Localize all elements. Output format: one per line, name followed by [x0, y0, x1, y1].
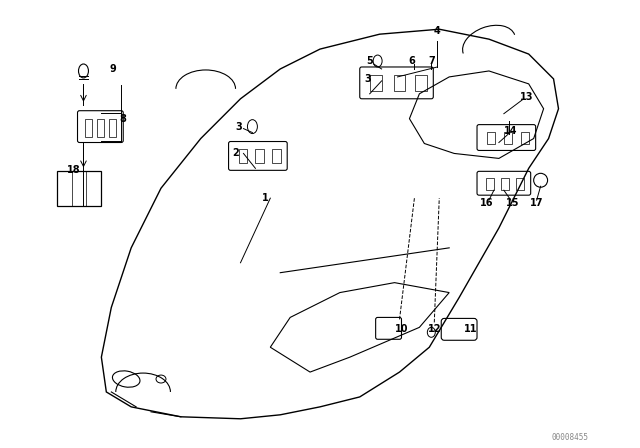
Bar — [272, 150, 281, 164]
Bar — [86, 119, 92, 137]
Bar — [370, 75, 381, 91]
Text: 11: 11 — [464, 324, 478, 334]
Text: 15: 15 — [506, 198, 520, 208]
Text: 1: 1 — [262, 193, 269, 203]
Bar — [486, 178, 494, 190]
Bar — [394, 75, 406, 91]
Text: 9: 9 — [110, 64, 116, 74]
Bar — [415, 75, 428, 91]
Text: 3: 3 — [235, 121, 242, 132]
Bar — [255, 150, 264, 164]
Text: 6: 6 — [408, 56, 415, 66]
Text: 18: 18 — [67, 165, 81, 175]
Bar — [109, 119, 116, 137]
Text: 8: 8 — [120, 114, 127, 124]
Text: 10: 10 — [395, 324, 408, 334]
Text: 4: 4 — [434, 26, 441, 36]
Text: 12: 12 — [428, 324, 441, 334]
Text: 13: 13 — [520, 92, 534, 102]
Bar — [501, 178, 509, 190]
Bar — [487, 132, 495, 145]
Text: 17: 17 — [530, 198, 543, 208]
Bar — [504, 132, 512, 145]
Bar — [97, 119, 104, 137]
Bar — [521, 132, 529, 145]
Text: 3: 3 — [364, 74, 371, 84]
Bar — [57, 171, 101, 206]
Text: 2: 2 — [232, 148, 239, 159]
Bar — [239, 150, 248, 164]
Text: 5: 5 — [366, 56, 373, 66]
Text: 16: 16 — [480, 198, 493, 208]
Text: 00008455: 00008455 — [551, 433, 588, 442]
Text: 7: 7 — [428, 56, 435, 66]
Bar — [516, 178, 524, 190]
Text: 14: 14 — [504, 125, 518, 136]
